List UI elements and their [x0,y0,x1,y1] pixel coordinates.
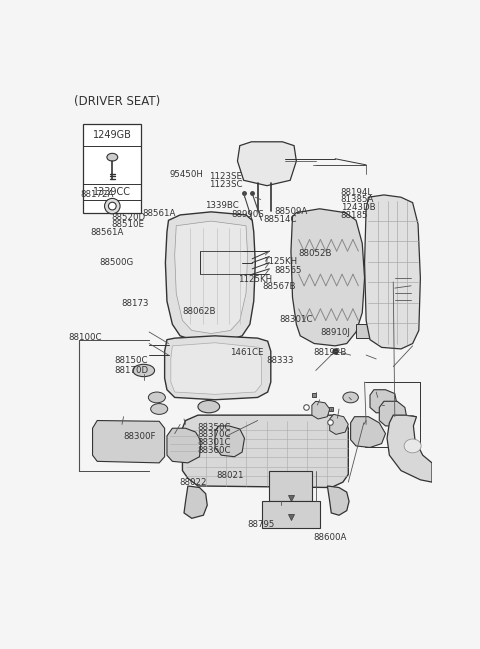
Text: 1243DB: 1243DB [341,202,375,212]
Text: 88194L: 88194L [341,188,373,197]
Bar [356,324,373,338]
Polygon shape [182,415,348,487]
Text: 1339CC: 1339CC [93,187,132,197]
Text: (DRIVER SEAT): (DRIVER SEAT) [74,95,160,108]
Polygon shape [370,390,397,413]
Polygon shape [327,486,349,515]
Polygon shape [330,414,348,434]
Text: 1125KH: 1125KH [263,257,297,266]
Text: 88100C: 88100C [68,333,102,342]
Text: 88360C: 88360C [198,446,231,455]
Text: 88510E: 88510E [111,220,144,229]
Polygon shape [291,209,365,346]
Text: 88565: 88565 [274,266,301,275]
Polygon shape [379,401,407,426]
Ellipse shape [151,404,168,414]
Text: 1249GB: 1249GB [93,130,132,140]
Polygon shape [184,486,207,519]
Text: 88301C: 88301C [198,438,231,447]
Text: 88192B: 88192B [313,348,347,357]
Text: 88370C: 88370C [198,430,231,439]
Text: 88795: 88795 [248,520,275,529]
Text: 88333: 88333 [266,356,294,365]
Text: 1125KH: 1125KH [238,275,272,284]
Polygon shape [365,195,420,349]
Polygon shape [171,343,262,395]
Polygon shape [238,141,296,186]
Ellipse shape [198,400,220,413]
Polygon shape [350,417,385,447]
Polygon shape [165,336,271,400]
Bar [262,502,320,528]
Text: 88509A: 88509A [274,207,307,216]
Polygon shape [312,401,330,419]
Text: 88300F: 88300F [123,432,156,441]
Text: 88520D: 88520D [111,213,145,222]
Ellipse shape [133,364,155,376]
Text: 88052B: 88052B [298,249,332,258]
Polygon shape [215,426,244,457]
Text: 88910J: 88910J [321,328,350,337]
Text: 88301C: 88301C [279,315,313,324]
Ellipse shape [107,153,118,161]
Text: 88350C: 88350C [198,422,231,432]
Text: 88185: 88185 [341,211,368,220]
Text: 88172A: 88172A [81,190,114,199]
Text: 88062B: 88062B [183,307,216,316]
Text: 1461CE: 1461CE [230,348,264,357]
Text: 88021: 88021 [216,471,244,480]
Polygon shape [167,428,201,463]
Text: 88990S: 88990S [232,210,264,219]
Ellipse shape [404,439,421,453]
Text: 88514C: 88514C [264,215,297,225]
Text: 81385A: 81385A [341,195,374,204]
Text: 88561A: 88561A [91,228,124,238]
Text: 88022: 88022 [179,478,206,487]
Text: 88173: 88173 [121,299,149,308]
Polygon shape [166,212,255,341]
Text: 1123SC: 1123SC [209,180,242,190]
Polygon shape [175,221,248,334]
Ellipse shape [108,202,116,210]
Bar [269,471,312,502]
Text: 95450H: 95450H [170,170,204,179]
Ellipse shape [343,392,359,403]
Text: 88561A: 88561A [143,209,176,218]
Polygon shape [387,415,432,482]
Text: 1339BC: 1339BC [205,201,239,210]
Text: 88150C: 88150C [114,356,147,365]
Text: 88567B: 88567B [263,282,296,291]
Text: 88600A: 88600A [313,533,347,542]
Ellipse shape [148,392,166,403]
Bar [83,124,142,213]
Text: 1123SE: 1123SE [209,173,242,181]
Text: 88500G: 88500G [99,258,133,267]
Text: 88170D: 88170D [114,366,148,375]
Ellipse shape [105,199,120,214]
Polygon shape [93,421,165,463]
